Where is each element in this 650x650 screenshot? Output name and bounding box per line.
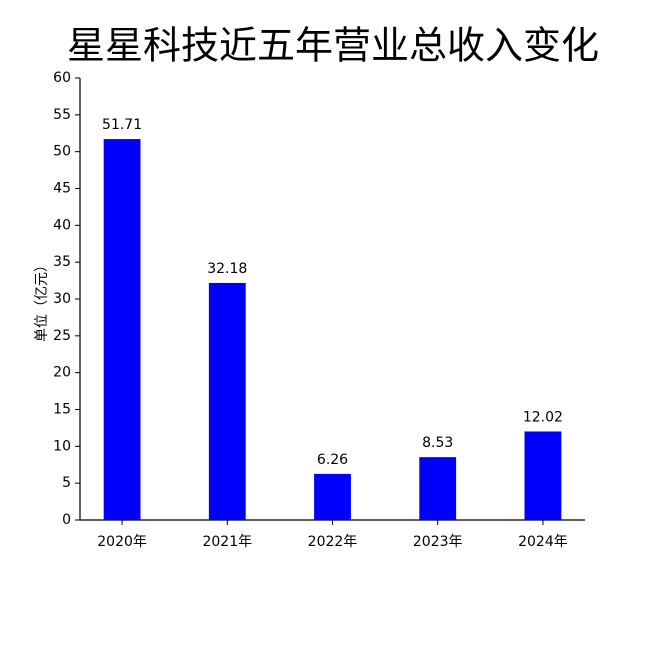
value-label: 12.02 xyxy=(523,409,563,425)
bar xyxy=(419,457,457,520)
x-tick-label: 2020年 xyxy=(97,534,147,550)
chart-title: 星星科技近五年营业总收入变化 xyxy=(67,24,599,68)
value-label: 51.71 xyxy=(102,117,142,133)
y-tick-label: 10 xyxy=(53,438,71,454)
y-tick-label: 40 xyxy=(53,217,71,233)
bar xyxy=(524,431,562,520)
y-tick-label: 35 xyxy=(53,254,71,270)
x-tick-label: 2023年 xyxy=(413,534,463,550)
bar xyxy=(103,139,141,520)
bar xyxy=(314,473,351,520)
bar xyxy=(208,282,246,520)
y-tick-label: 50 xyxy=(53,144,71,160)
y-tick-label: 15 xyxy=(53,402,71,418)
y-tick-label: 20 xyxy=(53,365,71,381)
value-label: 6.26 xyxy=(317,452,348,468)
x-tick-label: 2021年 xyxy=(202,534,252,550)
x-tick-label: 2024年 xyxy=(518,534,568,550)
value-label: 32.18 xyxy=(207,261,247,277)
x-tick-label: 2022年 xyxy=(308,534,358,550)
y-tick-label: 55 xyxy=(53,107,71,123)
y-tick-label: 25 xyxy=(53,328,71,344)
y-tick-label: 45 xyxy=(53,181,71,197)
y-tick-label: 5 xyxy=(62,475,71,491)
y-axis-label: 单位（亿元） xyxy=(34,258,50,342)
y-tick-label: 60 xyxy=(53,70,71,86)
y-tick-label: 30 xyxy=(53,291,71,307)
value-label: 8.53 xyxy=(422,435,453,451)
y-tick-label: 0 xyxy=(62,512,71,528)
